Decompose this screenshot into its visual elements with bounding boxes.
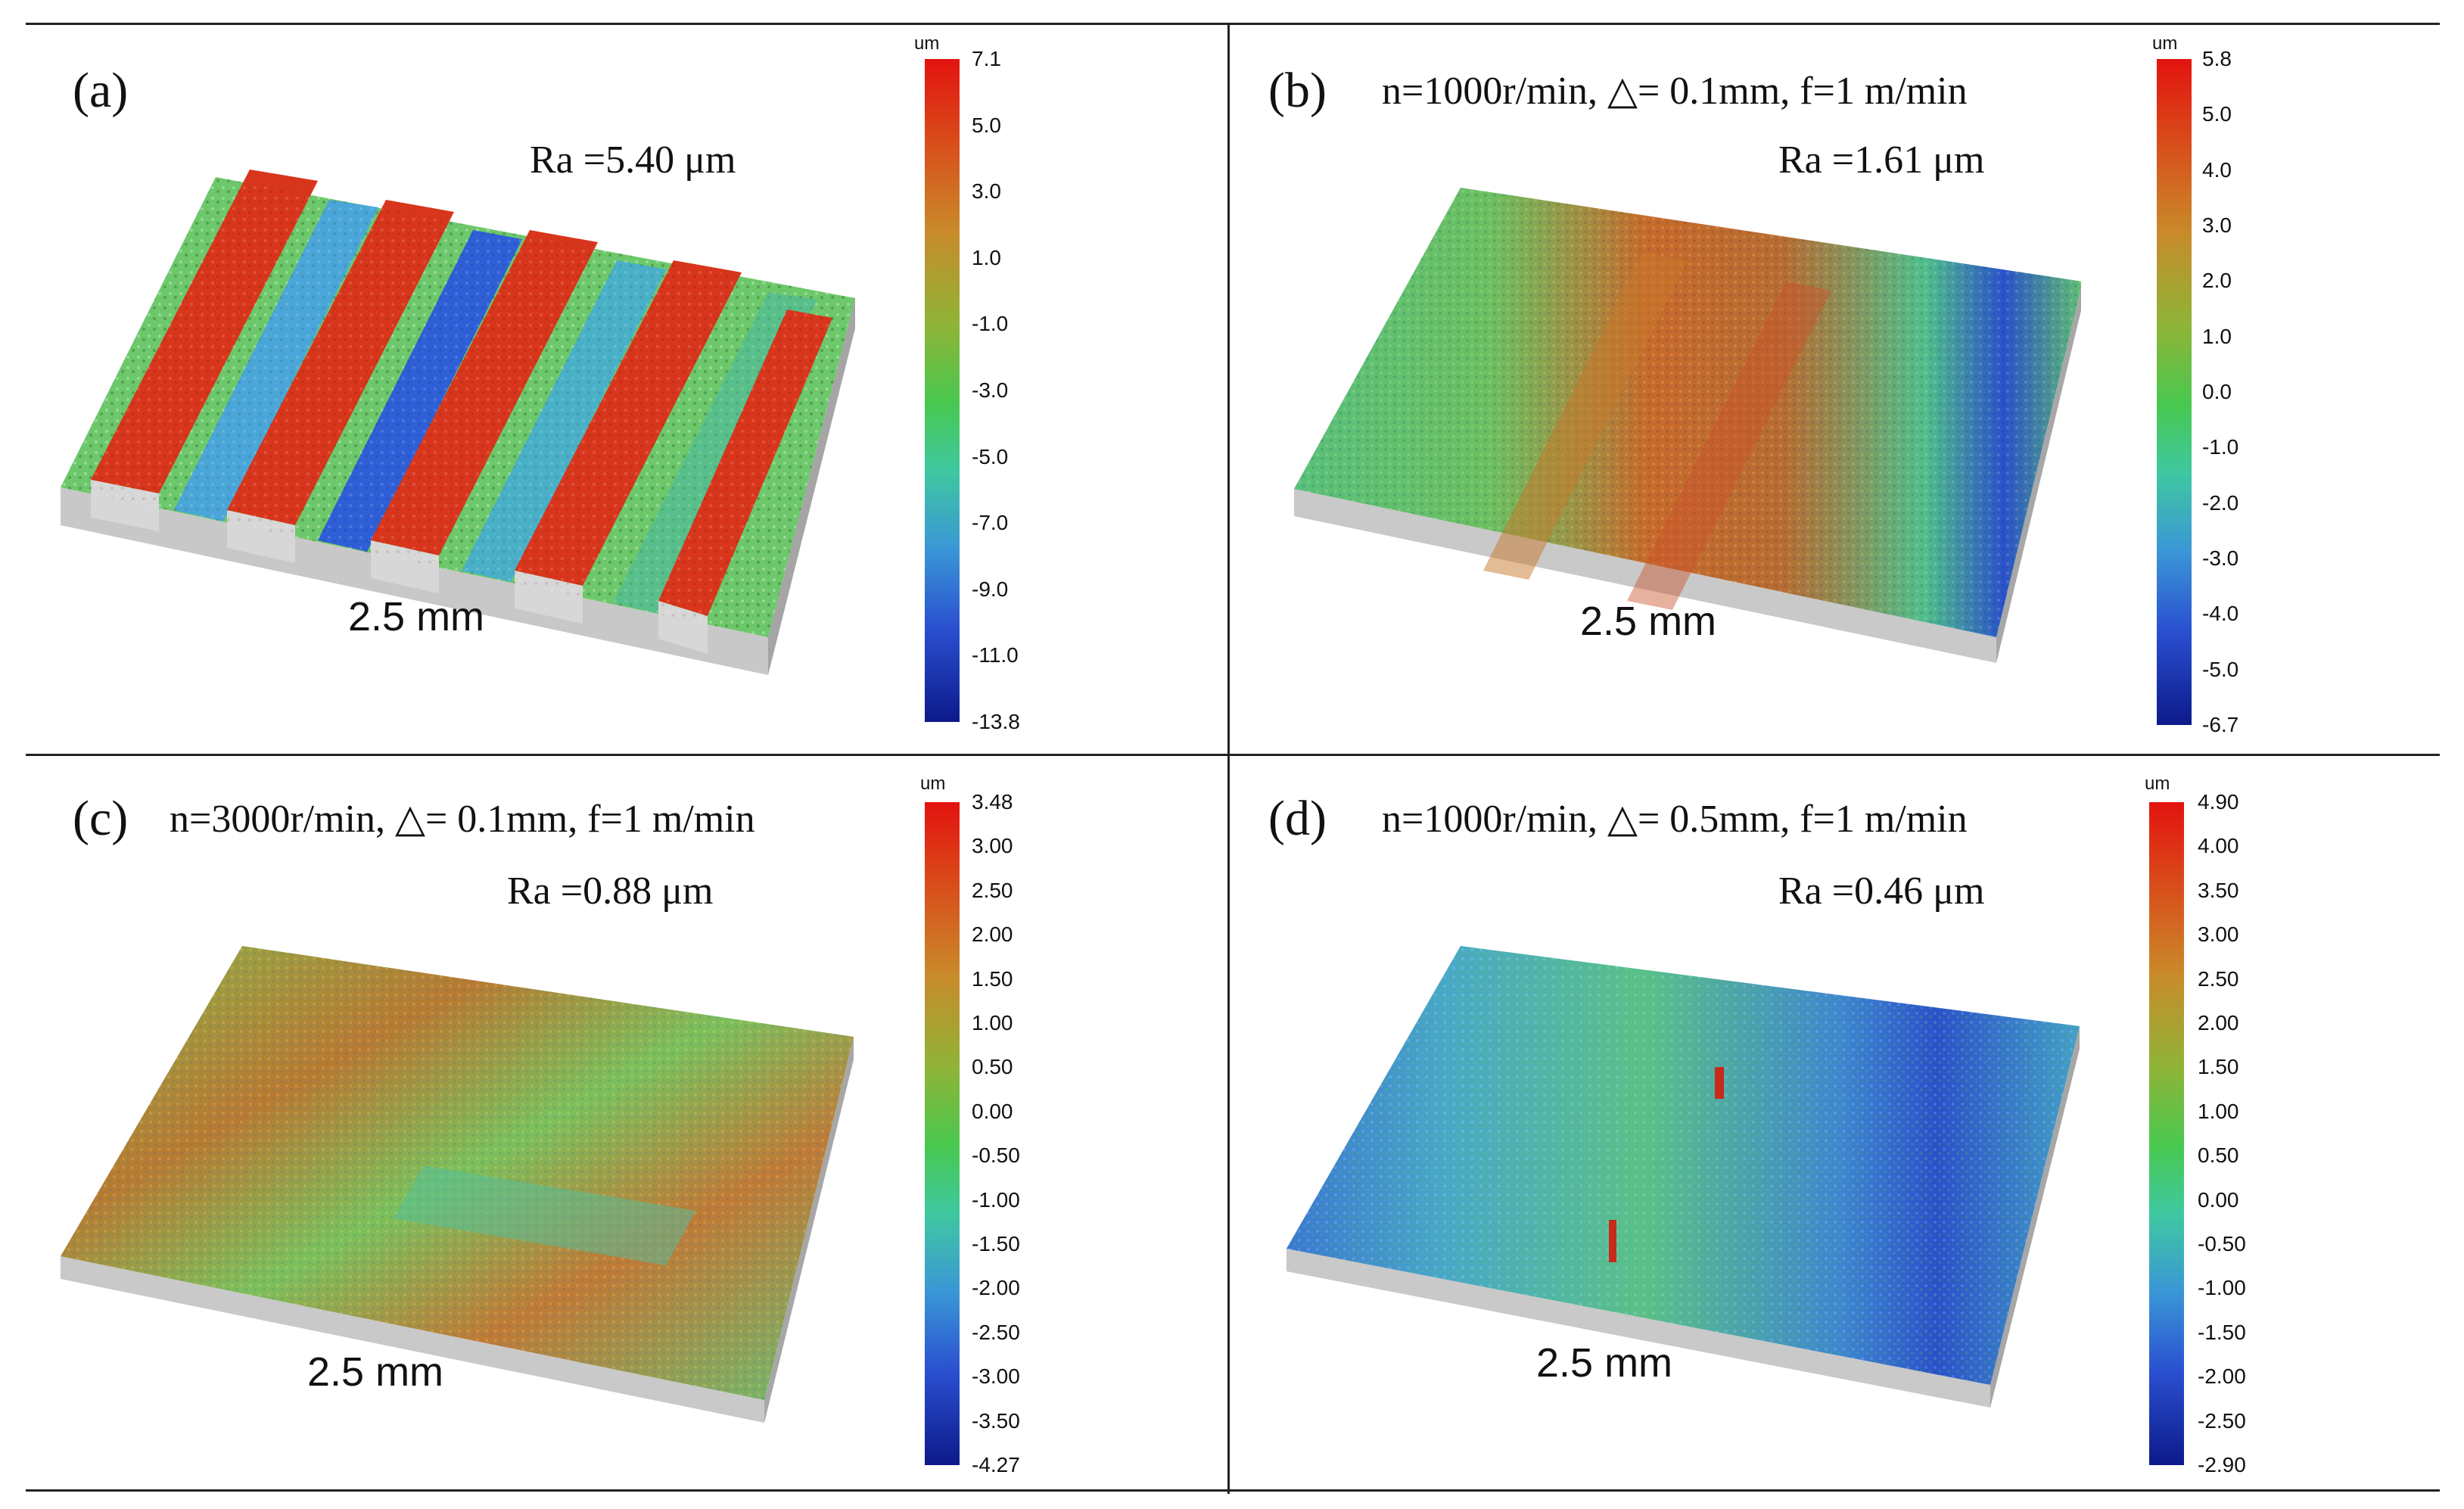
- scale-bar-label: 2.5 mm: [1536, 1340, 1673, 1386]
- colorbar-tick-label: 0.50: [2198, 1143, 2239, 1168]
- colorbar-tick-label: 1.0: [972, 245, 1001, 269]
- colorbar-tick-label: 3.0: [2202, 213, 2232, 237]
- colorbar-tick-label: -4.27: [972, 1453, 1020, 1476]
- colorbar-tick-label: 2.50: [972, 878, 1013, 902]
- colorbar-tick-label: -2.50: [972, 1320, 1020, 1344]
- colorbar-tick-label: 2.00: [2198, 1011, 2239, 1035]
- colorbar-tick-label: -2.90: [2198, 1453, 2246, 1476]
- colorbar-tick-label: 1.00: [2198, 1099, 2239, 1123]
- colorbar-tick-label: 2.50: [2198, 966, 2239, 991]
- scale-bar-label: 2.5 mm: [1580, 599, 1717, 644]
- panel-label: (d): [1268, 791, 1327, 846]
- colorbar-tick-label: 3.48: [972, 790, 1013, 814]
- panel-label: (a): [73, 63, 129, 118]
- colorbar-tick-label: 4.90: [2198, 790, 2239, 814]
- colorbar-tick-label: -1.50: [2198, 1320, 2246, 1344]
- surface-plot-b: [1294, 188, 2081, 663]
- colorbar-tick-label: 1.50: [972, 966, 1013, 991]
- colorbar-tick-label: -3.50: [972, 1408, 1020, 1433]
- colorbar-tick-label: -0.50: [2198, 1232, 2246, 1255]
- colorbar-tick-label: 7.1: [972, 47, 1001, 70]
- colorbar-tick-label: -1.0: [972, 312, 1009, 336]
- colorbar-tick-label: -3.00: [972, 1364, 1020, 1389]
- colorbar-tick-label: 0.0: [2202, 380, 2232, 403]
- surface-plot-a: [61, 170, 855, 675]
- colorbar-tick-label: -2.50: [2198, 1408, 2246, 1433]
- scale-bar-label: 2.5 mm: [348, 594, 485, 639]
- surface-plot-d: [1286, 946, 2080, 1408]
- roughness-value: Ra =5.40 μm: [530, 138, 736, 182]
- colorbar-tick-label: 2.00: [972, 923, 1013, 947]
- roughness-value: Ra =0.88 μm: [507, 870, 714, 913]
- colorbar-tick-label: -5.0: [2202, 657, 2239, 681]
- colorbar-unit: um: [2152, 33, 2178, 54]
- colorbar-tick-label: -1.00: [2198, 1276, 2246, 1300]
- process-parameters: n=1000r/min, △= 0.1mm, f=1 m/min: [1382, 70, 1968, 113]
- colorbar-tick-label: -1.00: [972, 1187, 1020, 1212]
- process-parameters: n=1000r/min, △= 0.5mm, f=1 m/min: [1382, 798, 1968, 841]
- colorbar-tick-label: -1.0: [2202, 435, 2239, 459]
- colorbar-tick-label: 0.50: [972, 1055, 1013, 1079]
- colorbar-tick-label: 5.0: [972, 113, 1001, 137]
- figure-middle-rule: [26, 754, 2440, 756]
- colorbar-tick-label: -2.00: [972, 1276, 1020, 1300]
- colorbar: [925, 802, 960, 1465]
- colorbar-tick-label: -13.8: [972, 710, 1020, 733]
- panel-d: (d) n=1000r/min, △= 0.5mm, f=1 m/min Ra …: [1234, 757, 2414, 1489]
- colorbar-tick-label: -5.0: [972, 444, 1009, 468]
- colorbar-tick-label: 1.0: [2202, 324, 2232, 348]
- colorbar-tick-label: -9.0: [972, 577, 1009, 601]
- colorbar-tick-label: 3.00: [2198, 923, 2239, 947]
- colorbar-tick-label: -2.00: [2198, 1364, 2246, 1389]
- colorbar-tick-label: 1.50: [2198, 1055, 2239, 1079]
- scale-bar-label: 2.5 mm: [307, 1349, 444, 1395]
- colorbar: [2149, 802, 2184, 1465]
- colorbar-tick-label: 2.0: [2202, 269, 2232, 293]
- panel-a: (a) Ra =5.40 μm 2.5 mm um 7.1 5.0 3.0 1.0 -1…: [30, 26, 1211, 758]
- colorbar-tick-label: -4.0: [2202, 602, 2239, 626]
- colorbar-tick-label: -3.0: [972, 378, 1009, 402]
- surface-plot-c: [61, 946, 854, 1423]
- panel-label: (c): [73, 791, 129, 846]
- figure-vertical-divider: [1227, 23, 1230, 1494]
- colorbar-tick-label: 4.00: [2198, 834, 2239, 858]
- colorbar-tick-label: -0.50: [972, 1143, 1020, 1168]
- colorbar-unit: um: [920, 773, 946, 794]
- colorbar-tick-label: 5.8: [2202, 47, 2232, 70]
- colorbar-unit: um: [914, 33, 940, 54]
- colorbar-tick-label: -3.0: [2202, 546, 2239, 570]
- colorbar-tick-label: -6.7: [2202, 713, 2239, 736]
- figure-bottom-rule: [26, 1489, 2440, 1492]
- colorbar-tick-label: 4.0: [2202, 157, 2232, 182]
- panel-c: (c) n=3000r/min, △= 0.1mm, f=1 m/min Ra …: [30, 757, 1211, 1489]
- colorbar-tick-label: 0.00: [2198, 1187, 2239, 1212]
- colorbar-tick-label: 3.50: [2198, 878, 2239, 902]
- figure-top-rule: [26, 23, 2440, 25]
- colorbar-tick-label: 5.0: [2202, 102, 2232, 126]
- colorbar-tick-label: -2.0: [2202, 490, 2239, 515]
- colorbar: [2157, 59, 2192, 725]
- colorbar-tick-label: -1.50: [972, 1232, 1020, 1255]
- colorbar-tick-label: 1.00: [972, 1011, 1013, 1035]
- colorbar: [925, 59, 960, 722]
- colorbar-tick-label: 3.00: [972, 834, 1013, 858]
- panel-b: (b) n=1000r/min, △= 0.1mm, f=1 m/min Ra …: [1234, 26, 2414, 758]
- colorbar-tick-label: -7.0: [972, 511, 1009, 535]
- colorbar-unit: um: [2145, 773, 2170, 794]
- roughness-value: Ra =1.61 μm: [1778, 138, 1985, 182]
- colorbar-tick-label: 3.0: [972, 179, 1001, 204]
- colorbar-tick-label: 0.00: [972, 1099, 1013, 1123]
- roughness-value: Ra =0.46 μm: [1778, 870, 1985, 913]
- colorbar-tick-label: -11.0: [972, 643, 1019, 667]
- process-parameters: n=3000r/min, △= 0.1mm, f=1 m/min: [170, 798, 755, 841]
- panel-label: (b): [1268, 63, 1327, 118]
